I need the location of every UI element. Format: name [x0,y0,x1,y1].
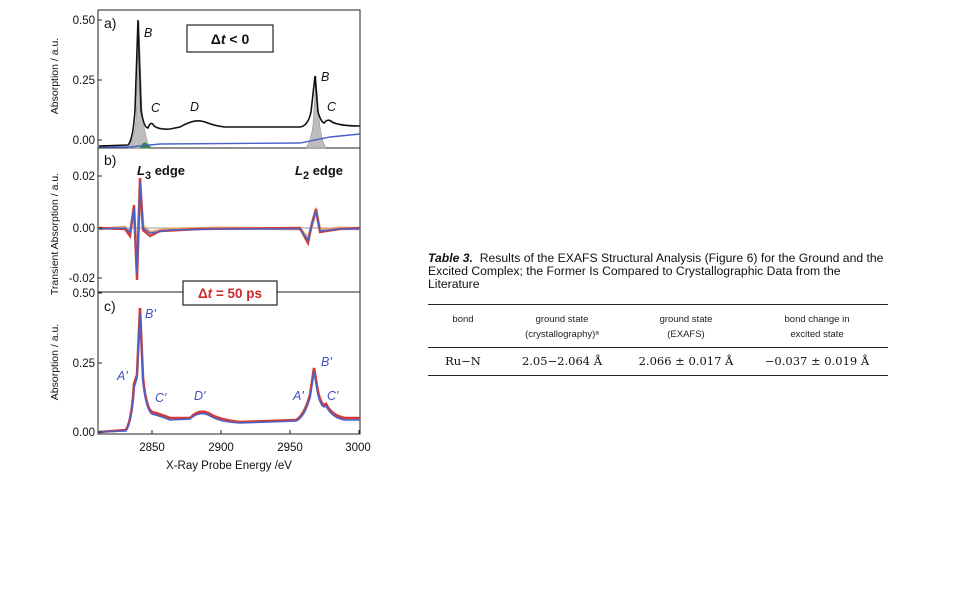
panel-c-letter: c) [104,298,116,314]
panel-c-blue-trace [98,313,360,433]
panel-a-letter: a) [104,15,116,31]
panel-a-peak-c2: C [327,100,337,114]
x-tick-label-2850: 2850 [139,442,165,454]
table-cell-crystallography: 2.05−2.064 Å [521,354,603,368]
a-ytick-label-2: 0.25 [73,75,95,87]
x-axis-label: X-Ray Probe Energy /eV [166,460,292,472]
b-ytick-label-3: -0.02 [69,273,95,285]
header-line2: (EXAFS) [667,329,705,340]
panel-c-peak-b2: B' [321,355,332,369]
panel-b-ylabel: Transient Absorption / a.u. [49,173,61,295]
panel-c-peak-c2: C' [327,389,339,403]
panel-c-peak-d: D' [194,389,206,403]
x-tick-label-2900: 2900 [208,442,234,454]
panel-a-l3-peak-fill [127,21,151,149]
panel-c-delay-box [182,280,278,306]
header-line1: ground state [535,314,589,325]
table-cell-bond-change: −0.037 ± 0.019 Å [764,354,870,368]
c-ytick-label-3: 0.00 [73,427,95,439]
panel-c-delay-label: Δt = 50 ps [198,286,262,301]
b-ytick-label-2: 0.00 [73,223,95,235]
a-ytick-label-3: 0.00 [73,135,95,147]
panel-a-peak-c1: C [151,101,161,115]
panel-a-ylabel: Absorption / a.u. [49,38,61,114]
panel-a-delay-label: Δt < 0 [211,31,250,47]
header-line2: bond [452,314,474,325]
table-header-bond-change: bond change in excited state [746,312,888,342]
header-line1: bond change in [784,314,850,325]
exafs-figure: 0.50 0.25 0.00 0.02 0.00 -0.02 0.50 0.25… [49,9,371,472]
a-ytick-label-1: 0.50 [73,15,95,27]
panel-c-peak-a2: A' [292,389,304,403]
panel-c-peak-b1: B' [145,307,156,321]
panel-a-peak-b1: B [144,26,152,40]
panel-c-peak-a1: A' [116,369,128,383]
table-header-crystallography: ground state (crystallography)ᵃ [498,312,626,342]
table-cell-bond: Ru−N [445,354,481,368]
panel-a-peak-d: D [190,100,199,114]
table-header-bond: bond [428,312,498,327]
table-bottom-rule [428,375,888,377]
c-ytick-label-2: 0.25 [73,358,95,370]
panel-c-peak-c1: C' [155,391,167,405]
header-line1: ground state [659,314,713,325]
l2-edge-label: L2 edge [295,163,343,182]
l3-edge-label: L3 edge [137,163,185,182]
table-header-rule [428,347,888,348]
table-caption-label: Table 3. [428,251,473,265]
table-top-rule [428,304,888,306]
panel-a-delay-box [186,24,274,53]
table-header-exafs: ground state (EXAFS) [626,312,746,342]
header-line2: excited state [790,329,844,340]
table-caption: Table 3. Results of the EXAFS Structural… [428,251,890,292]
panel-c-ylabel: Absorption / a.u. [49,324,61,400]
c-ytick-label-1: 0.50 [73,288,95,300]
b-ytick-label-1: 0.02 [73,171,95,183]
header-line2: (crystallography)ᵃ [525,329,599,340]
x-tick-label-2950: 2950 [277,442,303,454]
table-caption-text: Results of the EXAFS Structural Analysis… [428,251,884,292]
x-tick-label-3000: 3000 [345,442,371,454]
panel-a-black-trace [98,19,361,147]
panel-b-letter: b) [104,152,116,168]
table-cell-exafs: 2.066 ± 0.017 Å [638,354,734,368]
panel-a-blue-trace [99,133,361,148]
panel-b-blue-trace [98,181,360,275]
panel-a-peak-b2: B [321,70,329,84]
